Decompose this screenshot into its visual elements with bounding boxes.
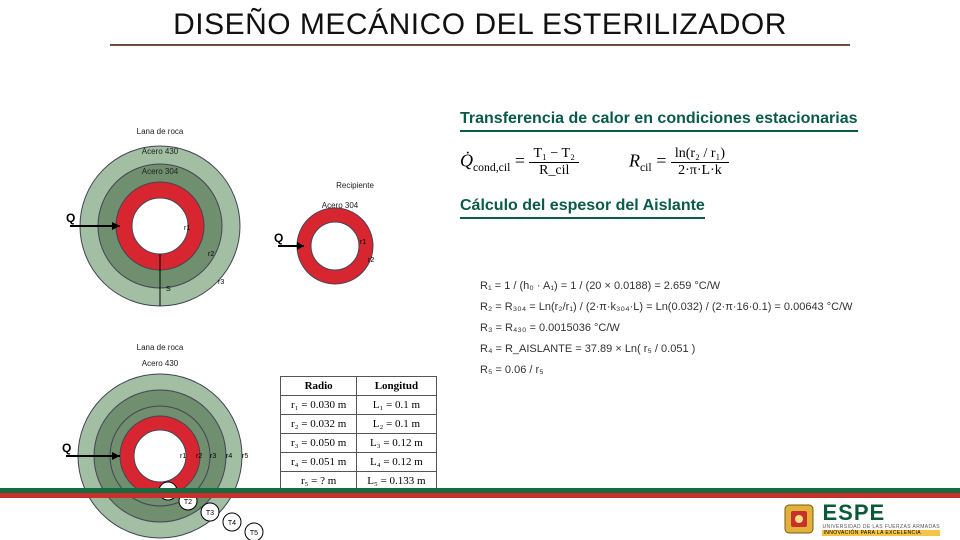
lr1: r1 [180, 453, 186, 460]
radius-length-table: Radio Longitud r₁ = 0.030 mL₁ = 0.1 m r₂… [280, 376, 437, 491]
eq-qcond-num: T₁ − T₂ [529, 146, 579, 163]
lr4: r4 [226, 453, 232, 460]
eq-rcil-lhs: R [629, 151, 640, 171]
label-304: Acero 304 [142, 167, 179, 176]
lr2: r2 [196, 453, 202, 460]
label-430: Acero 430 [142, 147, 179, 156]
shield-icon [782, 502, 816, 536]
calc-r1: R₁ = 1 / (h₀ · A₁) = 1 / (20 × 0.0188) =… [480, 276, 853, 297]
label-r1c: r1 [360, 239, 366, 246]
svg-text:T3: T3 [206, 510, 214, 517]
diagram-three-layer: Lana de roca Acero 430 Acero 304 Q r1 r2… [60, 116, 260, 316]
label-r2a: r2 [208, 251, 214, 258]
calc-block: R₁ = 1 / (h₀ · A₁) = 1 / (20 × 0.0188) =… [480, 276, 853, 380]
heading-espesor: Cálculo del espesor del Aislante [460, 197, 705, 219]
label-recipiente: Recipiente [336, 181, 374, 190]
calc-r3: R₃ = R₄₃₀ = 0.0015036 °C/W [480, 318, 853, 339]
label-r1a: r1 [184, 225, 190, 232]
table-row: r₄ = 0.051 mL₄ = 0.12 m [281, 453, 437, 472]
eq-qcond-lhs: Q̇ [460, 151, 473, 171]
svg-text:S: S [166, 286, 171, 293]
lr3: r3 [210, 453, 216, 460]
label-lana2: Lana de roca [137, 343, 184, 352]
calc-r5: R₅ = 0.06 / r₅ [480, 360, 853, 381]
eq-rcil-den: 2·π·L·k [671, 163, 729, 179]
th-radio: Radio [281, 377, 357, 396]
logo-name: ESPE [822, 502, 940, 524]
th-longitud: Longitud [357, 377, 436, 396]
label-q3: Q [274, 231, 283, 245]
svg-text:T2: T2 [184, 499, 192, 506]
svg-text:T4: T4 [228, 520, 236, 527]
title-underline [110, 44, 850, 46]
eq-qcond: Q̇cond,cil = T₁ − T₂ R_cil [460, 146, 579, 179]
eq-rcil-sub: cil [640, 161, 652, 174]
diagram-full-layers: Lana de roca Acero 430 Acero 304 Acero 3… [60, 336, 280, 540]
calc-r4: R₄ = R_AISLANTE = 37.89 × Ln( r₅ / 0.051… [480, 339, 853, 360]
logo-tag2: INNOVACIÓN PARA LA EXCELENCIA [822, 530, 940, 536]
right-column: Transferencia de calor en condiciones es… [460, 106, 940, 225]
svg-text:T5: T5 [250, 530, 258, 537]
diagram-recipient: Recipiente Acero 304 Q r1 r2 [270, 176, 400, 296]
eq-sign-2: = [652, 151, 671, 171]
page-title: DISEÑO MECÁNICO DEL ESTERILIZADOR [0, 0, 960, 44]
calc-r2: R₂ = R₃₀₄ = Ln(r₂/r₁) / (2·π·k₃₀₄·L) = L… [480, 297, 853, 318]
table-row: r₃ = 0.050 mL₃ = 0.12 m [281, 434, 437, 453]
equation-row: Q̇cond,cil = T₁ − T₂ R_cil Rcil = ln(r₂ … [460, 146, 940, 179]
table-row: r₂ = 0.032 mL₂ = 0.1 m [281, 415, 437, 434]
eq-rcil: Rcil = ln(r₂ / r₁) 2·π·L·k [629, 146, 729, 179]
table-row: r₁ = 0.030 mL₁ = 0.1 m [281, 396, 437, 415]
lr5: r5 [242, 453, 248, 460]
eq-rcil-num: ln(r₂ / r₁) [671, 146, 729, 163]
eq-qcond-den: R_cil [529, 163, 579, 179]
heading-transfer: Transferencia de calor en condiciones es… [460, 110, 858, 132]
eq-qcond-sub: cond,cil [473, 161, 510, 174]
label-r3a: r3 [218, 279, 224, 286]
logo-text: ESPE UNIVERSIDAD DE LAS FUERZAS ARMADAS … [822, 502, 940, 536]
eq-sign-1: = [510, 151, 529, 171]
label-430-2: Acero 430 [142, 359, 179, 368]
label-lana: Lana de roca [137, 127, 184, 136]
label-q1: Q [66, 211, 75, 225]
label-r2c: r2 [368, 257, 374, 264]
espe-logo: ESPE UNIVERSIDAD DE LAS FUERZAS ARMADAS … [782, 502, 940, 536]
label-q2: Q [62, 441, 71, 455]
footer-bars [0, 488, 960, 498]
